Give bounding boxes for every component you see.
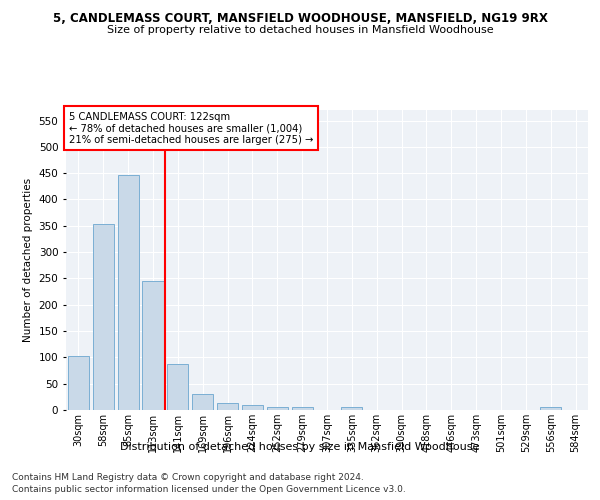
Text: Contains public sector information licensed under the Open Government Licence v3: Contains public sector information licen… — [12, 485, 406, 494]
Bar — [68, 356, 89, 410]
Bar — [167, 364, 188, 410]
Text: Distribution of detached houses by size in Mansfield Woodhouse: Distribution of detached houses by size … — [121, 442, 479, 452]
Bar — [267, 408, 288, 410]
Text: 5 CANDLEMASS COURT: 122sqm
← 78% of detached houses are smaller (1,004)
21% of s: 5 CANDLEMASS COURT: 122sqm ← 78% of deta… — [68, 112, 313, 144]
Bar — [142, 280, 164, 410]
Bar — [242, 406, 263, 410]
Y-axis label: Number of detached properties: Number of detached properties — [23, 178, 33, 342]
Text: Size of property relative to detached houses in Mansfield Woodhouse: Size of property relative to detached ho… — [107, 25, 493, 35]
Bar — [217, 403, 238, 410]
Bar — [93, 224, 114, 410]
Bar — [118, 174, 139, 410]
Bar — [540, 408, 561, 410]
Bar — [192, 394, 213, 410]
Bar — [341, 408, 362, 410]
Bar — [292, 408, 313, 410]
Text: Contains HM Land Registry data © Crown copyright and database right 2024.: Contains HM Land Registry data © Crown c… — [12, 472, 364, 482]
Text: 5, CANDLEMASS COURT, MANSFIELD WOODHOUSE, MANSFIELD, NG19 9RX: 5, CANDLEMASS COURT, MANSFIELD WOODHOUSE… — [53, 12, 547, 26]
